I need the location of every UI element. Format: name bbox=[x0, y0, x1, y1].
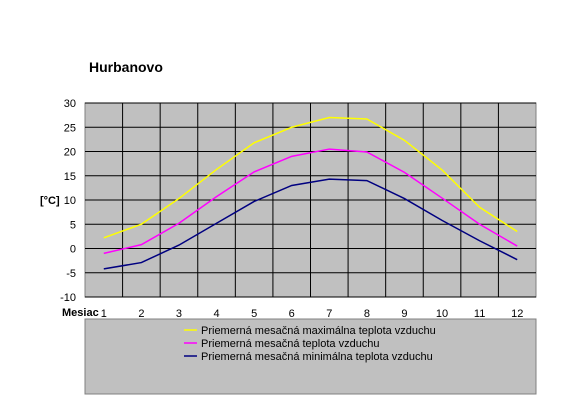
y-tick-label: -10 bbox=[60, 292, 76, 304]
x-tick-label: 2 bbox=[138, 308, 144, 320]
series-line-3 bbox=[103, 178, 518, 270]
x-tick-label: 11 bbox=[474, 308, 485, 320]
y-tick-label: 10 bbox=[64, 195, 76, 207]
x-tick-label: 5 bbox=[251, 308, 257, 320]
legend-label-1: Priemerná mesačná maximálna teplota vzdu… bbox=[201, 325, 436, 337]
x-tick-label: 8 bbox=[364, 308, 370, 320]
legend-items: Priemerná mesačná maximálna teplota vzdu… bbox=[184, 325, 436, 363]
y-axis-label: [°C] bbox=[40, 195, 60, 207]
x-tick-label: 7 bbox=[326, 308, 332, 320]
x-tick-label: 12 bbox=[511, 308, 523, 320]
series-line-2 bbox=[103, 148, 518, 255]
legend-label-2: Priemerná mesačná teplota vzduchu bbox=[201, 338, 380, 350]
x-tick-label: 6 bbox=[289, 308, 295, 320]
y-axis-ticks: -10 -5 0 5 10 15 20 25 30 bbox=[60, 98, 76, 304]
x-axis-label: Mesiac bbox=[62, 307, 99, 319]
y-tick-label: -5 bbox=[66, 268, 76, 280]
x-tick-label: 10 bbox=[436, 308, 448, 320]
y-tick-label: 25 bbox=[64, 122, 76, 134]
y-tick-label: 30 bbox=[64, 98, 76, 110]
x-tick-label: 9 bbox=[401, 308, 407, 320]
series-line-1 bbox=[103, 116, 518, 239]
y-tick-label: 5 bbox=[70, 219, 76, 231]
series-lines bbox=[103, 116, 518, 270]
x-tick-label: 1 bbox=[101, 308, 107, 320]
y-tick-label: 0 bbox=[70, 244, 76, 256]
x-tick-label: 4 bbox=[213, 308, 219, 320]
chart-title: Hurbanovo bbox=[89, 59, 163, 75]
y-tick-label: 15 bbox=[64, 171, 76, 183]
x-tick-label: 3 bbox=[176, 308, 182, 320]
x-axis-ticks: 1 2 3 4 5 6 7 8 9 10 11 12 bbox=[101, 308, 524, 320]
legend bbox=[84, 318, 537, 395]
legend-label-3: Priemerná mesačná minimálna teplota vzdu… bbox=[201, 351, 433, 363]
y-tick-label: 20 bbox=[64, 147, 76, 159]
